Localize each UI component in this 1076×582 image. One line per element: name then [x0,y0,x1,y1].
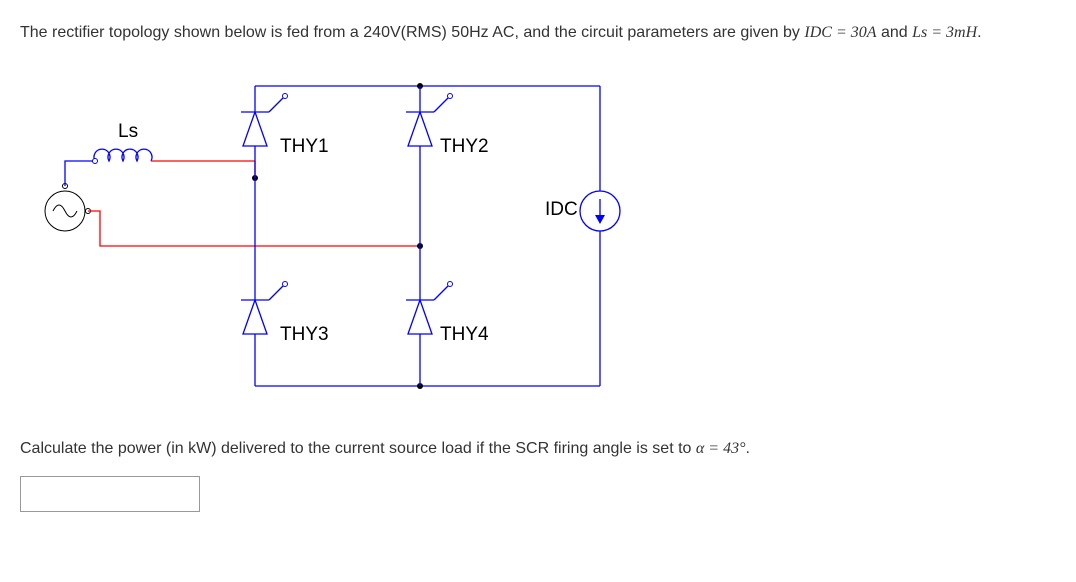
thyristor-thy1-icon [241,86,288,178]
question-pre: Calculate the power (in kW) delivered to… [20,440,696,457]
thyristor-thy3-icon [241,178,288,386]
idc-value: 30A [851,24,877,41]
ac-source-icon [45,183,91,231]
circuit-diagram: Ls THY1 THY2 THY3 THY4 IDC [40,66,660,406]
idc-symbol: IDC [804,24,832,41]
current-source-icon [580,86,620,386]
eq1: = [832,24,851,41]
inductor-icon [94,149,152,161]
eq-alpha: = [704,440,723,457]
and-text: and [881,24,912,41]
question-statement: Calculate the power (in kW) delivered to… [20,436,1056,462]
thyristor-thy2-icon [406,86,453,246]
answer-input[interactable] [20,476,200,512]
text-intro-mid: AC, and the circuit parameters are given… [489,24,805,41]
terminal-inductor [93,158,98,163]
circuit-svg [40,66,660,406]
ls-symbol: Ls [912,24,927,41]
alpha-value: 43° [723,440,745,457]
thyristor-thy4-icon [406,246,453,386]
ls-value: 3mH [946,24,977,41]
wire-source-to-inductor [65,161,95,186]
wire-source-bottom [88,211,230,246]
text-intro-pre: The rectifier topology shown below is fe… [20,24,363,41]
problem-statement: The rectifier topology shown below is fe… [20,20,1056,46]
voltage-value: 240V(RMS) 50Hz [363,24,488,41]
period1: . [977,24,981,41]
eq2: = [927,24,946,41]
period2: . [745,440,749,457]
